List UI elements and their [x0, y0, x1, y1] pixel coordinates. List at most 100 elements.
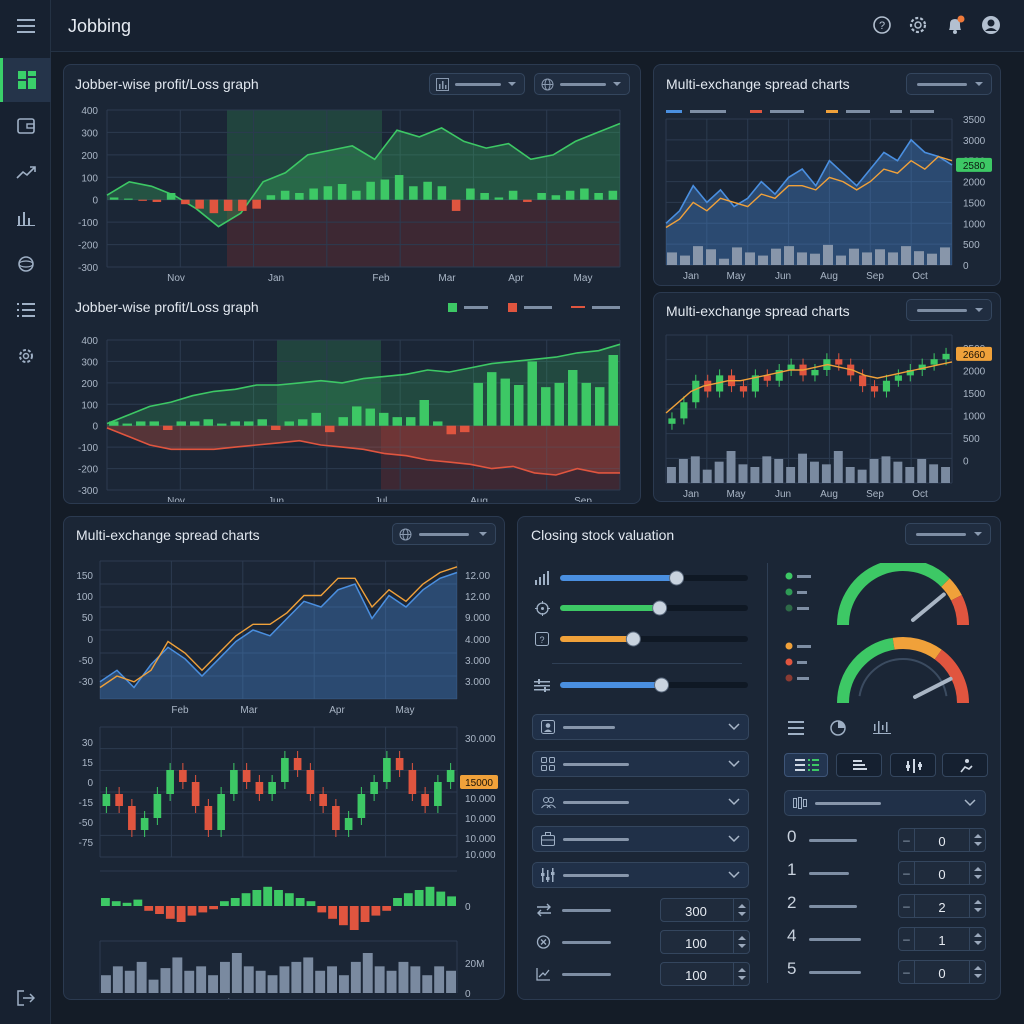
pl-bar	[122, 423, 132, 426]
briefcase-select[interactable]	[532, 826, 749, 852]
dashboard-icon[interactable]	[0, 58, 51, 102]
row-stepper[interactable]: –2	[898, 894, 986, 918]
pl-bar	[295, 192, 304, 200]
series-a-area	[666, 139, 952, 265]
stepper-2[interactable]: 100	[660, 930, 750, 954]
slider-fill	[560, 682, 662, 688]
row-stepper[interactable]: –0	[898, 828, 986, 852]
slider-thumb	[669, 570, 685, 586]
bar-chart-icon[interactable]	[0, 196, 51, 240]
row-stepper[interactable]: –0	[898, 861, 986, 885]
chevron-down-icon	[728, 723, 740, 731]
settings-icon[interactable]	[0, 334, 51, 378]
candle	[859, 375, 867, 387]
stepper-1-spin[interactable]	[733, 899, 749, 921]
mx2-dropdown[interactable]	[906, 299, 992, 321]
volume-bar	[184, 970, 195, 993]
moving-average-line	[665, 361, 953, 414]
spin-button[interactable]	[969, 961, 985, 983]
row-value: 0	[938, 834, 946, 849]
decrement-button[interactable]: –	[899, 961, 915, 983]
menu-lines-icon[interactable]	[788, 721, 804, 735]
volume-bar	[678, 459, 688, 483]
row-stepper[interactable]: –1	[898, 927, 986, 951]
logout-icon[interactable]	[0, 976, 51, 1020]
chevron-down-icon	[975, 82, 983, 86]
view-columns-button[interactable]	[890, 753, 936, 777]
stepper-3[interactable]: 100	[660, 962, 750, 986]
grid-select[interactable]	[532, 751, 749, 777]
spin-button[interactable]	[969, 895, 985, 917]
volume-bar	[303, 957, 314, 993]
y-tick-label: 500	[963, 434, 980, 445]
stepper-3-spin[interactable]	[733, 963, 749, 985]
candle	[787, 364, 795, 370]
mx3-chart: 150100500-50-3012.0012.009.0004.0003.000…	[76, 560, 498, 999]
chart-type-dropdown[interactable]	[429, 73, 525, 95]
view-run-button[interactable]	[942, 753, 988, 777]
spin-button[interactable]	[969, 862, 985, 884]
pl-bar	[580, 188, 589, 200]
volume-bar	[148, 979, 159, 993]
filter-select[interactable]	[784, 790, 986, 816]
pl-bar	[446, 425, 456, 435]
row-label-bar	[809, 905, 857, 908]
pl-bar	[554, 382, 564, 426]
x-tick-label: Jun	[775, 271, 791, 282]
network-icon[interactable]	[0, 242, 51, 286]
mx3-dropdown[interactable]	[392, 523, 496, 545]
group-select[interactable]	[532, 789, 749, 815]
y-tick-label: 1000	[963, 219, 986, 230]
slider-fill	[560, 575, 677, 581]
decrement-button[interactable]: –	[899, 829, 915, 851]
spin-button[interactable]	[969, 829, 985, 851]
mx2-title: Multi-exchange spread charts	[666, 303, 850, 319]
decrement-button[interactable]: –	[899, 895, 915, 917]
settings-icon[interactable]	[907, 14, 929, 36]
user-icon[interactable]	[980, 14, 1002, 36]
pie-chart-icon[interactable]	[830, 719, 847, 736]
spin-button[interactable]	[969, 928, 985, 950]
candle	[153, 794, 162, 818]
view-compact-button[interactable]	[836, 753, 882, 777]
csv-dropdown[interactable]	[905, 523, 991, 545]
y-tick-label: -300	[78, 263, 98, 274]
decrement-button[interactable]: –	[899, 862, 915, 884]
candle	[217, 794, 225, 830]
profit-area	[107, 123, 620, 227]
series-b-line	[99, 566, 458, 689]
mx1-dropdown[interactable]	[906, 73, 992, 95]
menu-icon[interactable]	[0, 4, 51, 48]
pl-bar	[451, 199, 461, 211]
region-dropdown[interactable]	[534, 73, 630, 95]
volume-bar	[422, 975, 433, 993]
trend-icon[interactable]	[0, 150, 51, 194]
row-stepper[interactable]: –0	[898, 960, 986, 984]
candle	[102, 794, 111, 806]
csv-panel: Closing stock valuation ?	[517, 516, 1001, 1000]
waveform-icon[interactable]	[873, 719, 891, 735]
target-icon	[535, 601, 550, 616]
profit-line	[106, 343, 621, 425]
x-tick-label: Jun	[268, 496, 284, 502]
pl-bar	[514, 385, 524, 426]
candle	[293, 758, 302, 770]
user-select[interactable]	[532, 714, 749, 740]
list-icon[interactable]	[0, 288, 51, 332]
help-icon[interactable]: ?	[871, 14, 893, 36]
sort-select[interactable]	[532, 862, 749, 888]
stepper-2-spin[interactable]	[733, 931, 749, 953]
histogram-bar	[339, 906, 348, 926]
volume-bar	[327, 966, 337, 993]
volume-bar	[927, 253, 937, 265]
stepper-1[interactable]: 300	[660, 898, 750, 922]
candle	[408, 770, 417, 794]
wallet-icon[interactable]	[0, 104, 51, 148]
view-list-button[interactable]	[784, 753, 828, 777]
pl-bar	[581, 382, 591, 426]
chevron-down-icon	[974, 532, 982, 536]
decrement-button[interactable]: –	[899, 928, 915, 950]
slider-group[interactable]	[558, 567, 754, 697]
notification-icon[interactable]	[944, 14, 966, 36]
volume-bar	[350, 961, 361, 993]
